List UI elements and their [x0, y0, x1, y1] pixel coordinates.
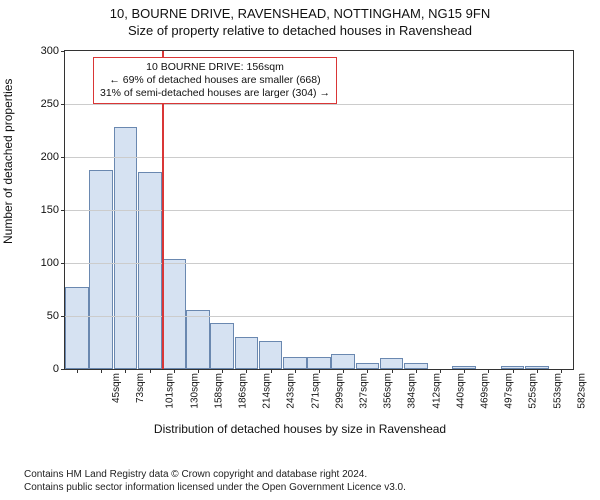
y-tick-label: 300: [41, 45, 59, 57]
x-tick-mark: [150, 369, 151, 373]
x-tick-label: 130sqm: [189, 373, 200, 409]
y-tick-mark: [61, 104, 65, 105]
annotation-line-3: 31% of semi-detached houses are larger (…: [100, 87, 330, 100]
y-axis-label: Number of detached properties: [1, 79, 15, 244]
x-tick-mark: [367, 369, 368, 373]
x-tick-mark: [125, 369, 126, 373]
x-tick-mark: [416, 369, 417, 373]
x-tick-label: 356sqm: [383, 373, 394, 409]
y-tick-mark: [61, 210, 65, 211]
y-tick-label: 250: [41, 98, 59, 110]
x-tick-label: 73sqm: [135, 373, 146, 403]
x-tick-mark: [222, 369, 223, 373]
histogram-bar: [259, 341, 283, 369]
x-tick-label: 469sqm: [480, 373, 491, 409]
x-tick-label: 186sqm: [238, 373, 249, 409]
x-tick-label: 327sqm: [359, 373, 370, 409]
y-tick-label: 50: [47, 310, 59, 322]
histogram-bar: [283, 357, 307, 369]
x-tick-mark: [101, 369, 102, 373]
annotation-line-1: 10 BOURNE DRIVE: 156sqm: [100, 61, 330, 74]
x-tick-mark: [392, 369, 393, 373]
x-tick-label: 384sqm: [407, 373, 418, 409]
x-tick-label: 497sqm: [504, 373, 515, 409]
title-block: 10, BOURNE DRIVE, RAVENSHEAD, NOTTINGHAM…: [0, 0, 600, 40]
gridline: [65, 316, 573, 317]
x-tick-mark: [513, 369, 514, 373]
histogram-bar: [235, 337, 259, 369]
y-tick-label: 100: [41, 257, 59, 269]
histogram-bar: [114, 127, 138, 369]
x-tick-label: 440sqm: [455, 373, 466, 409]
x-tick-mark: [174, 369, 175, 373]
y-tick-mark: [61, 263, 65, 264]
chart-area: Number of detached properties 0501001502…: [0, 44, 600, 444]
x-tick-label: 271sqm: [310, 373, 321, 409]
x-tick-mark: [561, 369, 562, 373]
x-tick-label: 243sqm: [286, 373, 297, 409]
x-tick-label: 582sqm: [576, 373, 587, 409]
x-axis-label: Distribution of detached houses by size …: [0, 422, 600, 436]
x-tick-label: 553sqm: [552, 373, 563, 409]
title-line-1: 10, BOURNE DRIVE, RAVENSHEAD, NOTTINGHAM…: [0, 6, 600, 23]
x-tick-mark: [440, 369, 441, 373]
x-tick-mark: [271, 369, 272, 373]
x-tick-label: 299sqm: [334, 373, 345, 409]
x-tick-mark: [488, 369, 489, 373]
x-tick-mark: [537, 369, 538, 373]
annotation-box: 10 BOURNE DRIVE: 156sqm ← 69% of detache…: [93, 57, 337, 104]
x-tick-mark: [77, 369, 78, 373]
y-tick-label: 150: [41, 204, 59, 216]
histogram-bar: [138, 172, 162, 369]
footer-credits: Contains HM Land Registry data © Crown c…: [24, 469, 406, 494]
annotation-line-2: ← 69% of detached houses are smaller (66…: [100, 74, 330, 87]
x-tick-mark: [319, 369, 320, 373]
histogram-bar: [380, 358, 404, 369]
x-tick-label: 45sqm: [111, 373, 122, 403]
x-tick-label: 525sqm: [528, 373, 539, 409]
y-tick-mark: [61, 157, 65, 158]
x-tick-mark: [198, 369, 199, 373]
footer-line-1: Contains HM Land Registry data © Crown c…: [24, 469, 406, 482]
histogram-bar: [186, 310, 210, 369]
x-tick-label: 214sqm: [262, 373, 273, 409]
y-tick-mark: [61, 316, 65, 317]
y-tick-label: 0: [53, 363, 59, 375]
gridline: [65, 210, 573, 211]
histogram-bar: [210, 323, 234, 369]
x-tick-mark: [295, 369, 296, 373]
x-tick-mark: [343, 369, 344, 373]
plot: 05010015020025030045sqm73sqm101sqm130sqm…: [64, 50, 574, 370]
x-tick-mark: [246, 369, 247, 373]
histogram-bar: [331, 354, 355, 369]
footer-line-2: Contains public sector information licen…: [24, 482, 406, 495]
x-tick-mark: [464, 369, 465, 373]
title-line-2: Size of property relative to detached ho…: [0, 23, 600, 40]
gridline: [65, 263, 573, 264]
y-tick-label: 200: [41, 151, 59, 163]
y-tick-mark: [61, 51, 65, 52]
x-tick-label: 158sqm: [213, 373, 224, 409]
histogram-bar: [307, 357, 331, 369]
y-tick-mark: [61, 369, 65, 370]
gridline: [65, 157, 573, 158]
x-tick-label: 412sqm: [431, 373, 442, 409]
x-tick-label: 101sqm: [165, 373, 176, 409]
histogram-bar: [89, 170, 113, 369]
histogram-bar: [65, 287, 89, 369]
histogram-bar: [162, 259, 186, 369]
